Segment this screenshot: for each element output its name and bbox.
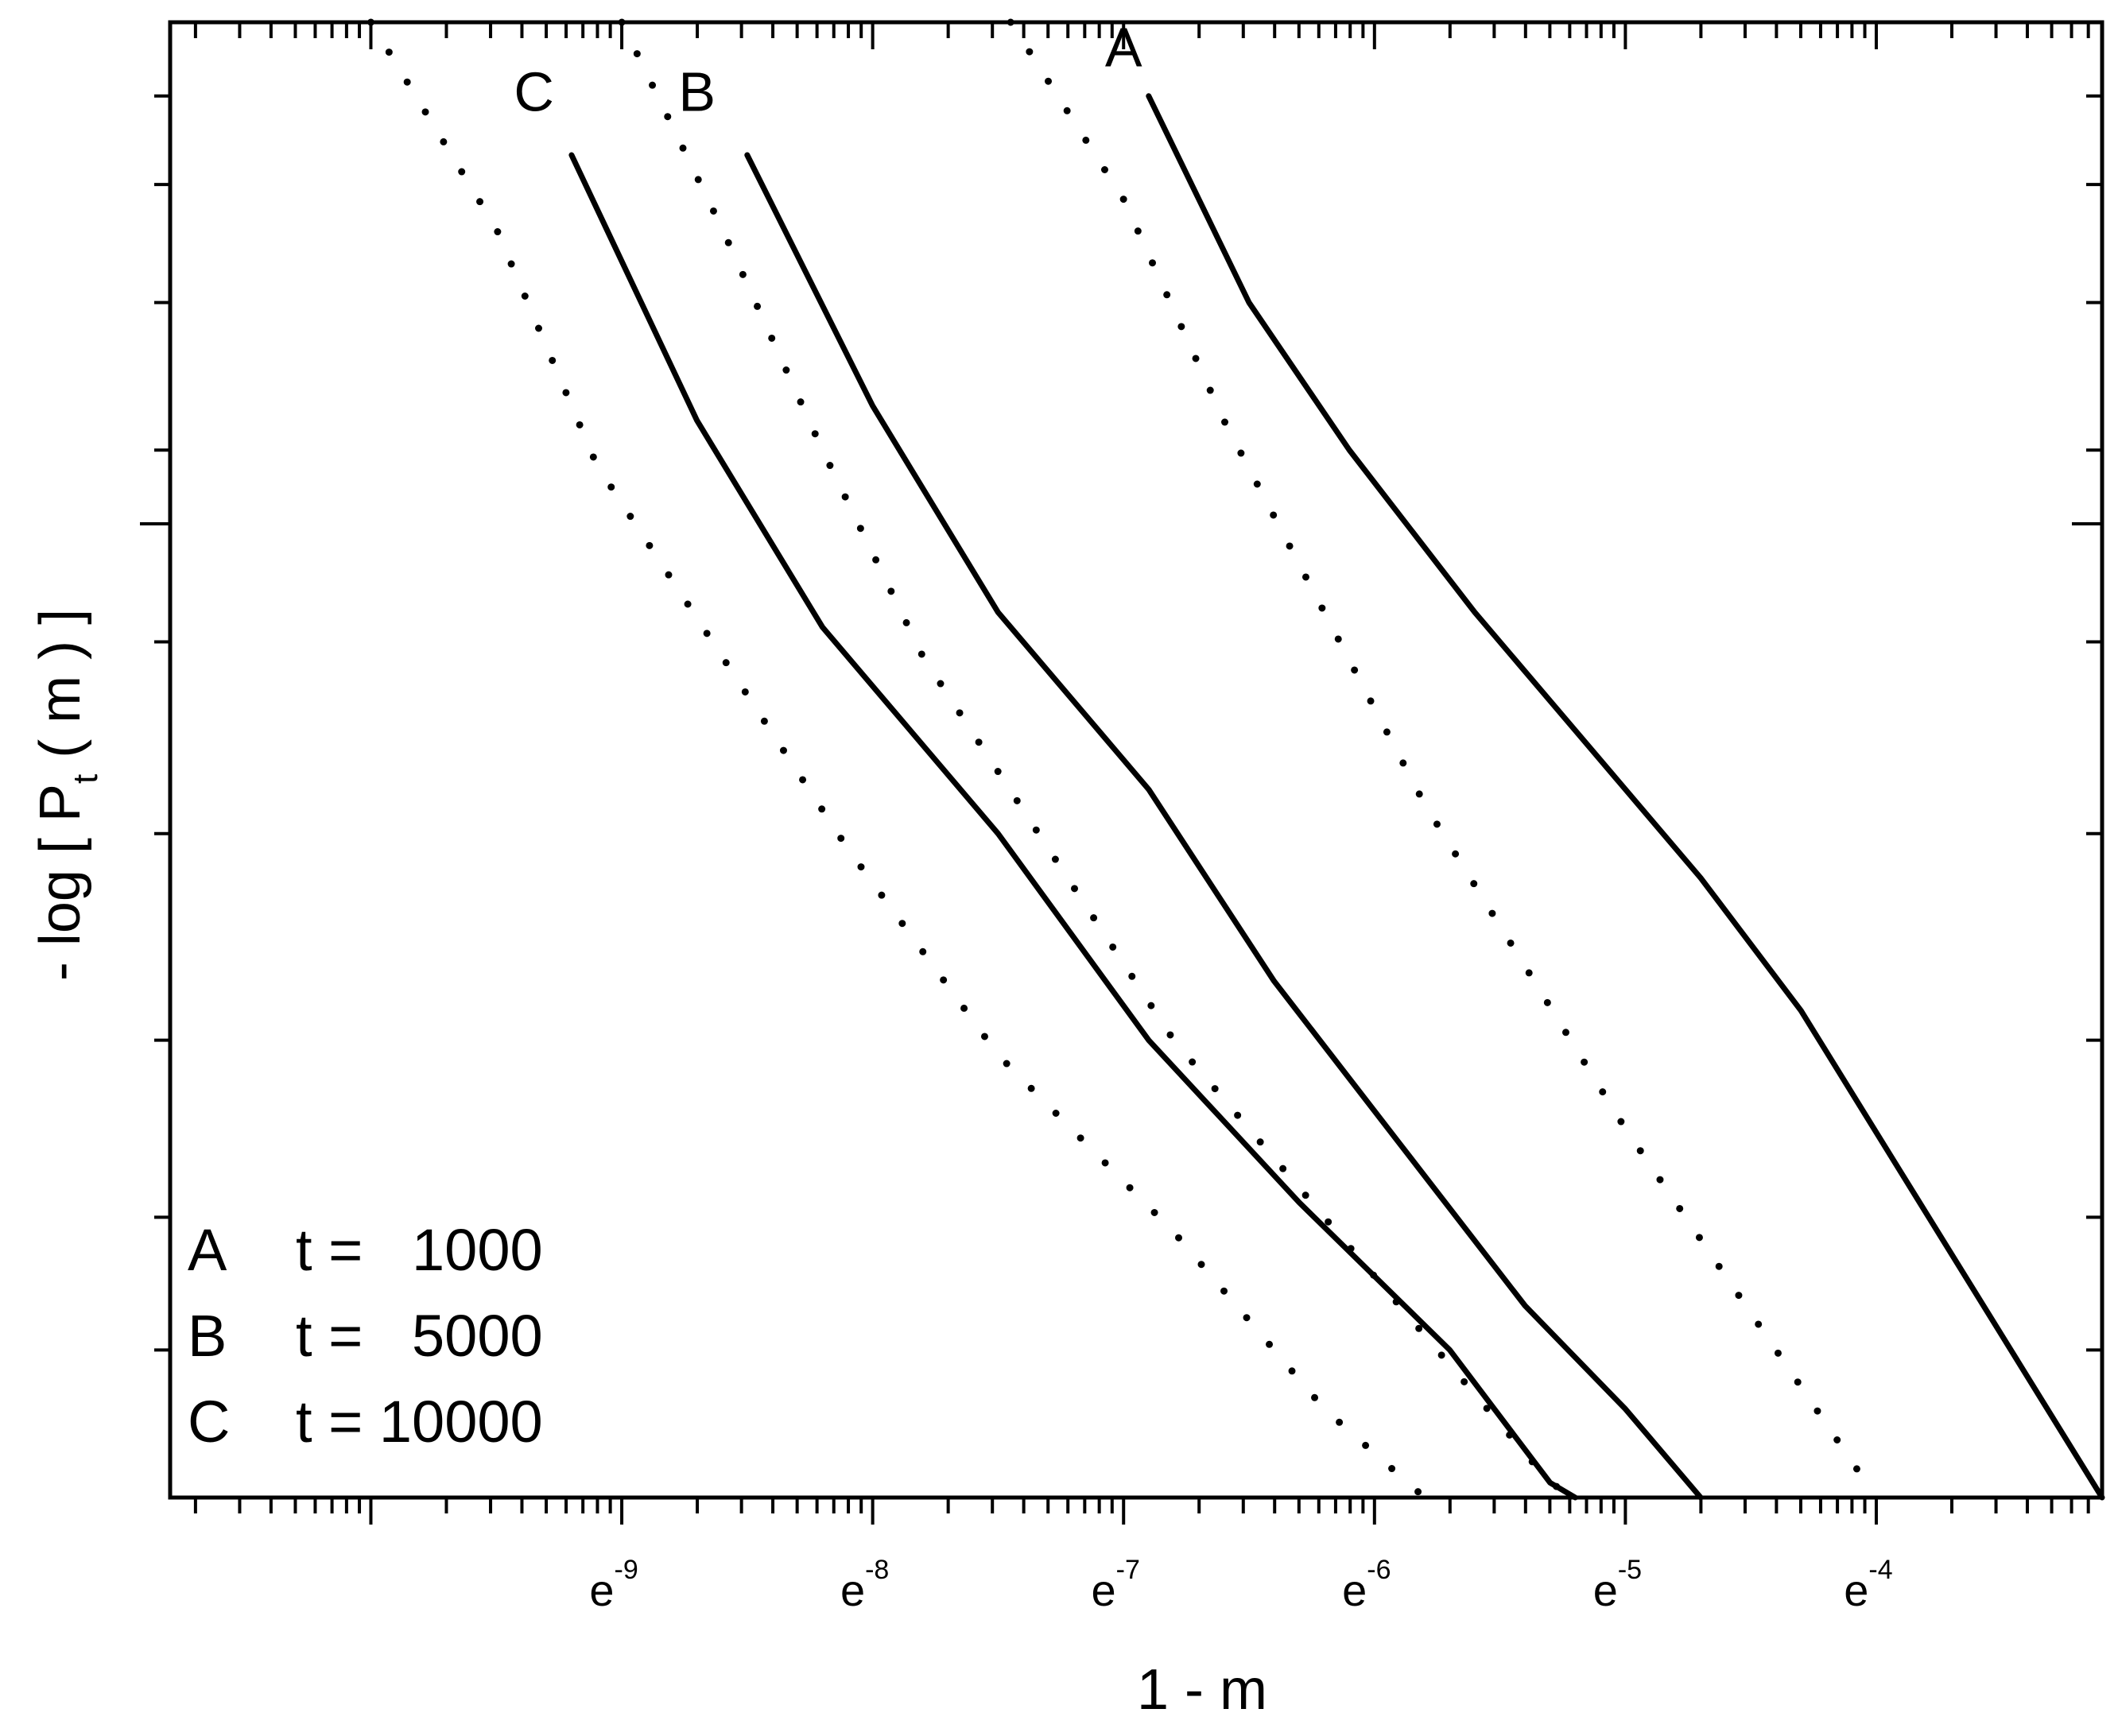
x-tick-exponent: -6 xyxy=(1367,1555,1391,1585)
x-tick-exponent: -8 xyxy=(865,1555,889,1585)
x-tick-label-text: e-9 xyxy=(589,1555,638,1615)
series-B-dotted xyxy=(618,18,1579,1502)
x-tick-base: e xyxy=(840,1565,865,1615)
plot-frame xyxy=(168,20,2104,1500)
legend-key: C xyxy=(188,1389,230,1455)
legend-text: t = 5000 xyxy=(296,1303,543,1369)
x-tick-exponent: -7 xyxy=(1116,1555,1140,1585)
axis-ticks xyxy=(140,22,2102,1525)
legend-key: B xyxy=(188,1303,227,1369)
series-A-solid xyxy=(1146,93,2105,1501)
curve-labels: A B C xyxy=(514,17,1142,123)
series-A-dotted xyxy=(1007,18,1880,1502)
x-axis-title: 1 - m xyxy=(1137,1658,1267,1722)
x-tick-label-1: e-8 xyxy=(840,1555,889,1615)
y-axis-title: - log [ Pt ( m ) ] xyxy=(29,609,105,981)
curve-label-C: C xyxy=(514,60,554,122)
curve-label-A: A xyxy=(1105,17,1142,79)
x-tick-base: e xyxy=(1342,1565,1367,1615)
x-tick-label-0: e-9 xyxy=(589,1555,638,1615)
curve-label-B: B xyxy=(678,60,716,122)
x-tick-labels: e-9 e-8 e-7 e-6 e-5 e-4 xyxy=(589,1555,1892,1615)
x-tick-label-text: e-6 xyxy=(1342,1555,1391,1615)
x-tick-base: e xyxy=(1593,1565,1618,1615)
x-tick-exponent: -5 xyxy=(1618,1555,1642,1585)
y-axis-title-subscript: t xyxy=(66,774,105,784)
y-axis-title-prefix: - log [ P xyxy=(29,784,92,981)
series-layer xyxy=(367,18,2105,1502)
x-tick-label-text: e-5 xyxy=(1593,1555,1642,1615)
series-C-solid xyxy=(568,152,1578,1501)
x-tick-label-text: e-4 xyxy=(1844,1555,1892,1615)
x-tick-label-2: e-7 xyxy=(1092,1555,1140,1615)
x-tick-label-4: e-5 xyxy=(1593,1555,1642,1615)
y-axis-title-suffix: ( m ) ] xyxy=(29,609,92,774)
x-tick-label-text: e-7 xyxy=(1092,1555,1140,1615)
legend-key: A xyxy=(188,1217,227,1283)
x-tick-label-5: e-4 xyxy=(1844,1555,1892,1615)
series-B-solid xyxy=(744,152,1704,1501)
legend-text: t = 10000 xyxy=(296,1389,543,1455)
x-tick-base: e xyxy=(1844,1565,1868,1615)
x-tick-label-3: e-6 xyxy=(1342,1555,1391,1615)
x-tick-label-text: e-8 xyxy=(840,1555,889,1615)
x-tick-base: e xyxy=(1092,1565,1116,1615)
x-tick-base: e xyxy=(589,1565,614,1615)
x-tick-exponent: -9 xyxy=(615,1555,638,1585)
legend-text: t = 1000 xyxy=(296,1217,543,1283)
x-tick-exponent: -4 xyxy=(1868,1555,1892,1585)
